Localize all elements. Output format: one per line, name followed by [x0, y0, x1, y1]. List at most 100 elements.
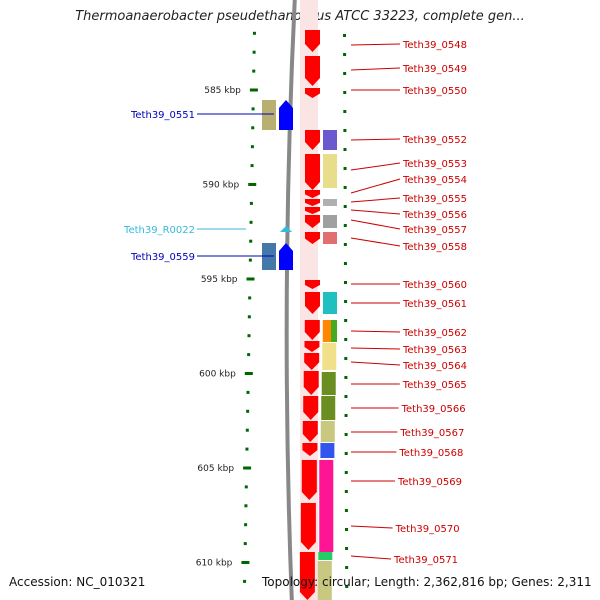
kbp-scale: 585 kbp 590 kbp 595 kbp 600 kbp 605 kbp 610 k…	[196, 31, 349, 588]
outer-tick	[344, 395, 348, 398]
forward-gene-arrow	[299, 552, 315, 600]
forward-gene-arrow	[304, 341, 320, 352]
outer-tick	[343, 224, 347, 227]
scale-label: 595 kbp	[201, 275, 238, 285]
forward-gene-arrow	[305, 88, 320, 98]
gene-tracks	[262, 30, 337, 600]
gene-label: Teth39_0565	[402, 380, 467, 391]
scale-label: 610 kbp	[196, 559, 233, 569]
reverse-gene-arrow	[279, 100, 293, 130]
title: Thermoanaerobacter pseudethanolicus ATCC…	[75, 9, 525, 24]
function-block	[323, 292, 337, 314]
scale-tick-minor	[249, 239, 253, 243]
function-block	[320, 443, 335, 458]
gene-label: Teth39_0553	[402, 159, 467, 170]
gene-label: Teth39_0550	[402, 86, 467, 97]
gene-label-connector	[350, 237, 401, 247]
forward-gene-arrow	[305, 154, 320, 190]
gene-label-connector	[350, 67, 401, 71]
forward-gene-arrow	[305, 232, 320, 244]
scale-tick-major	[244, 372, 253, 375]
forward-gene-arrow	[305, 280, 320, 289]
outer-tick	[344, 452, 348, 455]
gene-label: Teth39_0554	[402, 175, 467, 186]
scale-tick-minor	[249, 220, 253, 224]
function-block	[320, 421, 335, 442]
function-block	[321, 372, 336, 395]
scale-tick-minor	[252, 50, 256, 54]
outer-tick	[344, 357, 348, 360]
accession-text: Accession: NC_010321	[9, 575, 146, 589]
outer-tick	[343, 34, 347, 37]
outer-tick	[345, 585, 349, 588]
outer-tick	[343, 110, 347, 113]
scale-label: 585 kbp	[204, 86, 241, 96]
outer-tick	[343, 205, 347, 208]
gene-label: Teth39_0551	[130, 110, 195, 121]
forward-gene-arrow	[305, 130, 320, 150]
forward-gene-arrow	[305, 30, 320, 52]
outer-tick	[343, 72, 347, 75]
function-block	[322, 343, 337, 370]
gene-label: Teth39_0562	[402, 328, 467, 339]
gene-label: Teth39_0570	[395, 524, 460, 535]
scale-label: 600 kbp	[199, 370, 236, 380]
gene-label-connector	[350, 361, 401, 366]
forward-gene-arrow	[302, 421, 318, 442]
function-block	[262, 100, 276, 130]
outer-tick	[344, 433, 348, 436]
forward-gene-arrow	[305, 190, 320, 198]
function-block	[323, 232, 337, 244]
forward-gene-arrow	[305, 215, 320, 228]
gene-label-connector	[350, 178, 401, 194]
scale-tick-minor	[248, 258, 252, 262]
scale-tick-minor	[251, 126, 255, 130]
gene-label-connector	[350, 209, 401, 215]
gene-label: Teth39_0552	[402, 135, 467, 146]
forward-gene-arrow	[303, 396, 319, 420]
gene-label-connector	[350, 162, 401, 171]
outer-tick	[344, 490, 348, 493]
forward-gene-arrow	[301, 460, 317, 500]
outer-tick	[343, 91, 347, 94]
gene-label-connector	[350, 138, 401, 141]
scale-tick-minor	[249, 201, 253, 205]
gene-label-connector	[350, 347, 401, 350]
outer-tick	[344, 528, 348, 531]
scale-tick-minor	[245, 447, 249, 451]
outer-tick	[344, 376, 348, 379]
gene-label-connector	[350, 219, 401, 230]
function-block	[318, 552, 333, 560]
forward-gene-arrow	[305, 292, 320, 314]
gene-label: Teth39_0560	[402, 280, 467, 291]
gene-label: Teth39_0568	[398, 448, 463, 459]
outer-tick	[344, 471, 348, 474]
outer-tick	[343, 262, 347, 265]
scale-tick-major	[243, 466, 252, 470]
forward-gene-arrow	[305, 199, 320, 206]
scale-tick-minor	[244, 504, 248, 508]
gene-label: Teth39_0549	[402, 64, 467, 75]
scale-label: 605 kbp	[197, 464, 234, 474]
gene-label: Teth39_0561	[402, 299, 467, 310]
scale-tick-minor	[250, 145, 254, 149]
outer-tick	[345, 566, 349, 569]
rna-gene-marker	[280, 226, 292, 232]
scale-tick-minor	[247, 334, 251, 338]
gene-label: Teth39_0555	[402, 194, 467, 205]
forward-gene-arrow	[302, 443, 318, 456]
forward-gene-arrow	[303, 371, 319, 395]
gene-label-connector	[350, 555, 392, 560]
gene-label-connector	[350, 197, 401, 203]
outer-tick	[343, 129, 347, 132]
function-block	[331, 320, 337, 342]
function-block	[321, 396, 336, 420]
scale-tick-minor	[243, 579, 247, 583]
gene-label: Teth39_R0022	[123, 225, 195, 236]
gene-label: Teth39_0558	[402, 242, 467, 253]
scale-tick-minor	[251, 107, 255, 111]
scale-tick-minor	[243, 542, 247, 546]
outer-tick	[344, 338, 348, 341]
gene-label-connector	[350, 525, 393, 529]
scale-label: 590 kbp	[203, 181, 240, 191]
